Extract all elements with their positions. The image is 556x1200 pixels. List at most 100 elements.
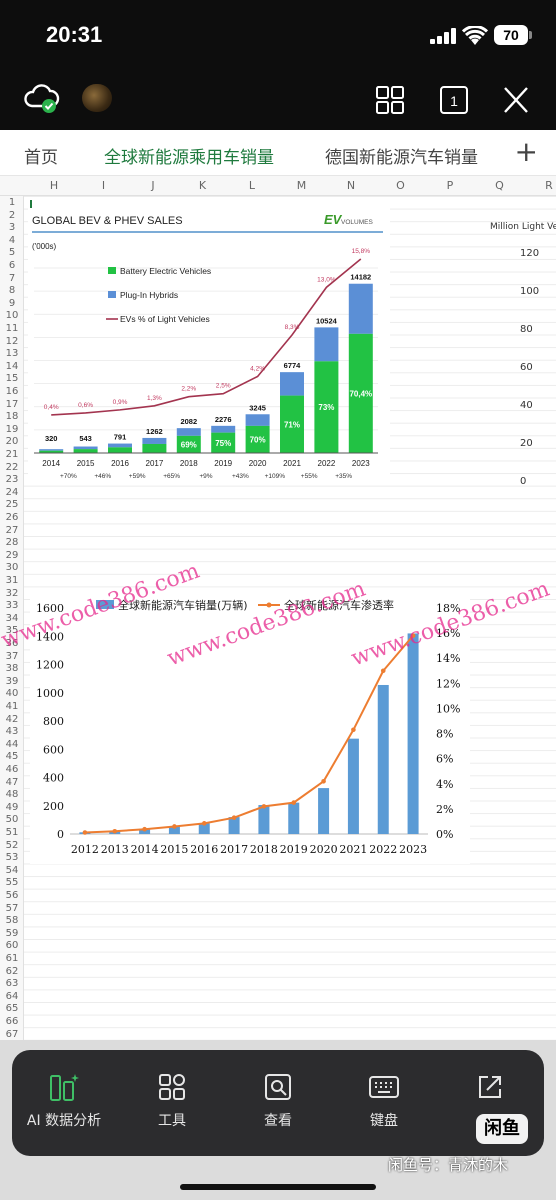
row-label: 24 — [5, 486, 19, 498]
tab-home[interactable]: 首页 — [24, 148, 58, 168]
row-label: 60 — [5, 940, 19, 952]
status-bar: 20:31 70 — [0, 0, 556, 70]
chart2-legend-line: 全球新能源汽车渗透率 — [284, 598, 394, 612]
chart2-line-point — [82, 830, 88, 835]
chart1-bar-bev — [348, 333, 373, 453]
chart1-bar-phev — [245, 414, 270, 426]
ai-analysis-button[interactable]: AI 数据分析 — [14, 1072, 114, 1130]
xianyu-badge: 闲鱼 — [476, 1114, 528, 1144]
chart2-legend-bar: 全球新能源汽车销量(万辆) — [118, 598, 248, 612]
chart1-x-tick: 2016 — [111, 459, 129, 468]
chart1-bar-bev — [280, 395, 304, 453]
chart2-y-tick: 200 — [43, 800, 64, 813]
chart1-bar-phev — [348, 283, 373, 334]
chart1-ev-pct-label: 8,3% — [285, 324, 300, 331]
chart2-bar — [139, 829, 151, 834]
chart1-x-tick: 2017 — [146, 459, 164, 468]
chart1-x-tick: 2014 — [42, 459, 60, 468]
chart1-bev-share-label: 73% — [318, 403, 334, 412]
chart2-bar — [318, 788, 330, 834]
chart2-y-tick: 600 — [43, 743, 64, 756]
top-bar: 20:31 70 1 — [0, 0, 556, 130]
chart2-line-point — [291, 800, 297, 805]
column-label: L — [248, 179, 256, 192]
keyboard-label: 键盘 — [370, 1113, 398, 1129]
row-label: 19 — [5, 423, 19, 435]
column-label: K — [198, 179, 207, 192]
row-label: 38 — [5, 663, 19, 675]
row-label: 26 — [5, 512, 19, 523]
chart2-line-point — [410, 633, 416, 638]
view-button[interactable]: 查看 — [228, 1072, 328, 1130]
partial-chart-tick: 0 — [520, 476, 527, 487]
window-count-icon[interactable]: 1 — [440, 80, 468, 120]
chart2-x-tick: 2016 — [190, 843, 218, 856]
chart1-growth-label: +59% — [129, 473, 146, 480]
partial-chart-tick: 20 — [520, 438, 533, 449]
add-sheet-icon[interactable]: + — [514, 135, 538, 168]
row-label: 66 — [5, 1016, 19, 1027]
chart1-x-tick: 2022 — [318, 459, 336, 468]
share-button[interactable] — [440, 1072, 540, 1110]
chart1-growth-label: +43% — [232, 473, 249, 480]
chart1-legend-bev-swatch — [108, 267, 116, 274]
row-label: 52 — [5, 839, 19, 851]
column-header: H I J K L M N O P Q R — [0, 176, 556, 196]
column-label: I — [101, 179, 106, 192]
chart1-bar-bev — [245, 425, 270, 453]
chart2-line-point — [142, 826, 147, 832]
row-label: 65 — [5, 1003, 19, 1015]
chart1-bar-bev — [39, 450, 64, 453]
chart1-x-tick: 2019 — [214, 459, 232, 468]
tools-button[interactable]: 工具 — [122, 1072, 222, 1130]
tab-global-nev-sales[interactable]: 全球新能源乘用车销量 — [104, 148, 274, 168]
chart2-x-tick: 2017 — [220, 843, 248, 856]
close-icon[interactable] — [502, 80, 530, 120]
row-label: 47 — [5, 776, 19, 788]
chart1-bev-share-label: 69% — [181, 440, 197, 449]
home-indicator[interactable] — [180, 1184, 376, 1190]
column-label: Q — [495, 179, 504, 192]
grid-icon[interactable] — [376, 80, 404, 120]
column-label: H — [49, 179, 59, 192]
chart1-bar-phev — [108, 443, 132, 448]
chart2-bar — [228, 817, 240, 834]
chart1-bar-phev — [39, 449, 64, 451]
keyboard-button[interactable]: 键盘 — [334, 1072, 434, 1130]
row-label: 43 — [5, 726, 19, 738]
bev-phev-chart: GLOBAL BEV & PHEV SALES EV VOLUMES ('000s) B… — [32, 212, 383, 480]
row-header: 1 2 3 4 5 6 7 8 9 10 11 12 13 14 15 16 17 18 19 20 21 22 23 24 2… — [0, 196, 24, 1056]
chart1-x-tick: 2023 — [352, 459, 370, 468]
row-label: 33 — [5, 600, 19, 612]
row-label: 14 — [5, 360, 19, 372]
chart1-total-label: 6774 — [284, 361, 302, 370]
cloud-check-icon[interactable] — [24, 80, 60, 120]
chart2-line-point — [201, 821, 207, 826]
chart2-line — [84, 634, 414, 834]
chart2-line-point — [261, 804, 267, 809]
chart2-legend-line-marker — [266, 602, 272, 608]
row-label: 16 — [5, 386, 19, 397]
chart1-legend-bev: Battery Electric Vehicles — [120, 266, 211, 276]
bev-phev-chart-picture[interactable]: GLOBAL BEV & PHEV SALES EV VOLUMES ('000s) B… — [28, 208, 390, 480]
chart2-x-tick: 2023 — [399, 843, 427, 856]
row-label: 10 — [5, 310, 19, 322]
row-label: 28 — [5, 537, 19, 549]
global-nev-chart-picture[interactable]: 0 200 400 600 800 1000 1200 1400 1600 0% 2% 4% 6% 8% 1… — [30, 592, 470, 864]
chart1-growth-label: +55% — [301, 473, 318, 480]
tools-icon — [159, 1074, 185, 1100]
avatar[interactable] — [82, 84, 112, 112]
tab-germany-nev-sales[interactable]: 德国新能源汽车销量 — [325, 148, 478, 168]
chart2-x-tick: 2020 — [310, 843, 338, 856]
tools-label: 工具 — [158, 1113, 186, 1129]
chart1-ev-pct-line — [51, 258, 362, 416]
row-label: 23 — [5, 474, 19, 486]
window-count: 1 — [450, 93, 458, 109]
chart2-bar — [407, 633, 419, 834]
chart1-x-tick: 2021 — [283, 459, 301, 468]
row-label: 58 — [5, 915, 19, 927]
chart1-ev-pct-label: 2,5% — [216, 383, 231, 390]
row-label: 46 — [5, 764, 19, 775]
battery-indicator: 70 — [494, 25, 532, 45]
chart2-y2-tick: 6% — [436, 753, 453, 766]
